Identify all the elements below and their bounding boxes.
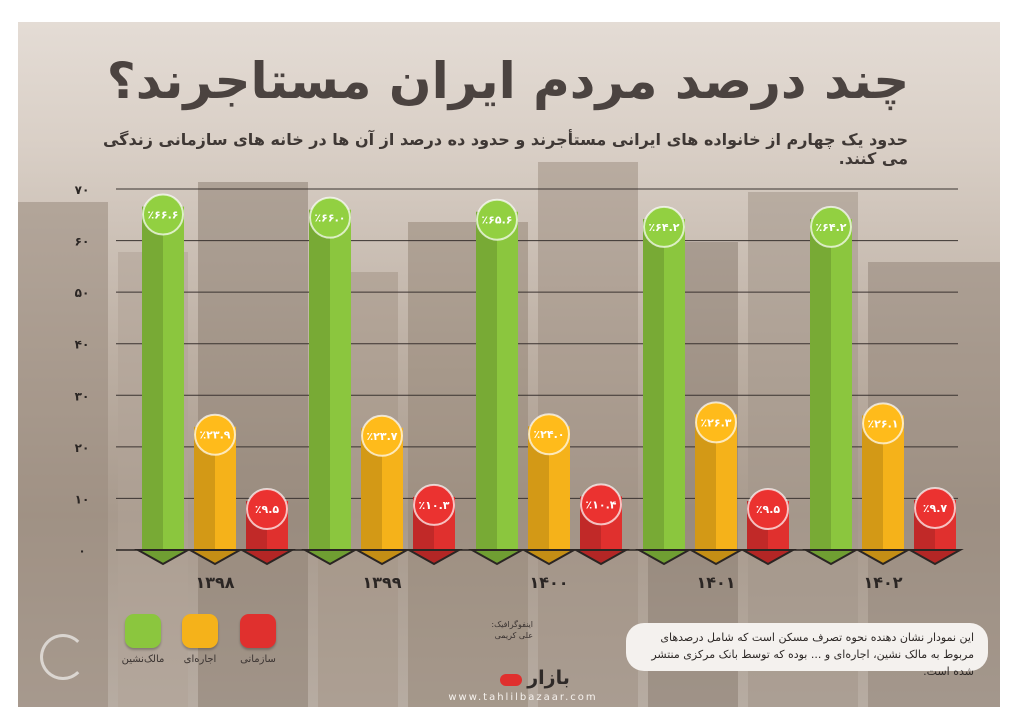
bar-value-label: ٪۹.۵ xyxy=(255,503,280,516)
y-tick-label: ۳۰ xyxy=(75,389,90,403)
legend-label-rental: اجاره‌ای xyxy=(183,654,217,665)
bar xyxy=(687,401,745,566)
legend-item-organizational: سازمانی xyxy=(228,614,288,665)
legend-swatch-owner xyxy=(125,614,161,648)
x-tick-label: ۱۴۰۲ xyxy=(863,573,902,592)
y-tick-label: ۶۰ xyxy=(75,235,90,249)
legend-label-organizational: سازمانی xyxy=(240,654,276,665)
bar xyxy=(301,196,359,566)
legend-label-owner: مالک‌نشین xyxy=(121,654,165,665)
bar xyxy=(739,488,797,566)
bar-value-label: ٪۲۳.۷ xyxy=(366,430,397,443)
bar-value-label: ٪۶۴.۲ xyxy=(648,221,679,234)
bar xyxy=(353,414,411,566)
brand-logo: بازار xyxy=(488,667,578,693)
brand-mark-icon xyxy=(500,673,523,686)
bar-value-label: ٪۲۶.۱ xyxy=(867,417,898,430)
bar-value-label: ٪۹.۷ xyxy=(923,502,948,515)
page-title: چند درصد مردم ایران مستاجرند؟ xyxy=(106,52,911,110)
bar xyxy=(520,413,578,566)
y-tick-label: ۲۰ xyxy=(75,441,90,455)
bar-value-label: ٪۲۳.۹ xyxy=(199,429,230,442)
credit-title: اینفوگرافیک: xyxy=(491,620,533,629)
bar-value-label: ٪۶۵.۶ xyxy=(481,214,512,227)
bar-value-label: ٪۹.۵ xyxy=(756,503,781,516)
legend-swatch-organizational xyxy=(240,614,276,648)
bar-value-label: ٪۱۰.۳ xyxy=(418,499,449,512)
bar xyxy=(238,488,296,566)
watermark-icon xyxy=(40,634,86,680)
legend-item-owner: مالک‌نشین xyxy=(113,614,173,665)
legend-item-rental: اجاره‌ای xyxy=(170,614,230,665)
bar-value-label: ٪۶۶.۰ xyxy=(314,212,345,225)
bar-value-label: ٪۶۶.۶ xyxy=(147,209,178,222)
brand-name: بازار xyxy=(527,667,570,689)
credit-author: علی کریمی xyxy=(494,631,533,640)
bar-value-label: ٪۱۰.۴ xyxy=(585,498,616,511)
x-tick-label: ۱۴۰۰ xyxy=(529,573,568,592)
bar-value-label: ٪۲۶.۳ xyxy=(700,416,731,429)
bar xyxy=(854,402,912,566)
page-subtitle: حدود یک چهارم از خانواده های ایرانی مستأ… xyxy=(102,130,908,168)
bar-value-label: ٪۶۴.۲ xyxy=(815,221,846,234)
y-tick-label: ۱۰ xyxy=(75,492,90,506)
y-tick-label: ۵۰ xyxy=(75,286,90,300)
bar xyxy=(802,205,860,566)
infographic-panel: چند درصد مردم ایران مستاجرند؟ حدود یک چه… xyxy=(18,22,1000,707)
x-tick-label: ۱۳۹۸ xyxy=(195,573,234,592)
bar xyxy=(134,193,192,566)
website-url: www.tahlilbazaar.com xyxy=(448,692,598,703)
bar xyxy=(468,198,526,566)
bar xyxy=(572,483,630,566)
bar xyxy=(635,205,693,566)
bar-chart: ۰ ۱۰ ۲۰ ۳۰ ۴۰ ۵۰ ۶۰ ۷۰ ٪۶۶.۶ ٪۲۳.۹ ٪۹.۵ ۱۳۹۸ ٪۶۶.۰ ٪۲… xyxy=(75,183,964,592)
bar xyxy=(906,486,964,566)
legend-swatch-rental xyxy=(182,614,218,648)
x-tick-label: ۱۳۹۹ xyxy=(362,573,401,592)
bar-value-label: ٪۲۴.۰ xyxy=(533,428,564,441)
y-tick-label: ۷۰ xyxy=(75,183,90,197)
x-tick-label: ۱۴۰۱ xyxy=(696,573,735,592)
y-tick-label: ۰ xyxy=(78,544,85,558)
bar xyxy=(405,483,463,566)
source-note: این نمودار نشان دهنده نحوه تصرف مسکن است… xyxy=(626,623,988,678)
credit: اینفوگرافیک: علی کریمی xyxy=(483,619,533,641)
bar xyxy=(186,413,244,566)
y-tick-label: ۴۰ xyxy=(75,338,90,352)
